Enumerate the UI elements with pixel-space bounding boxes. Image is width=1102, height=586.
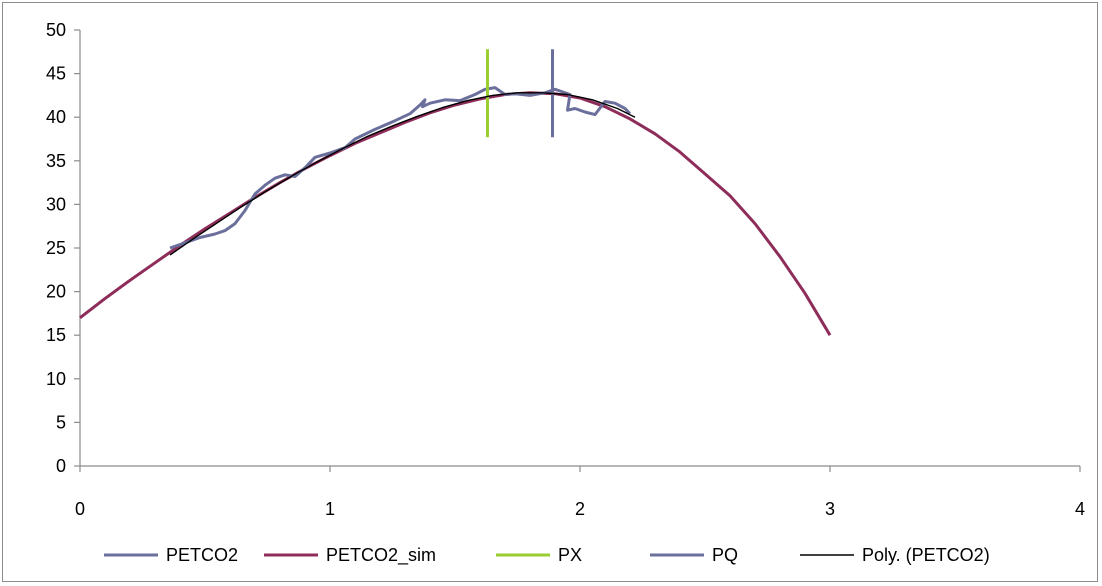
series-line-poly-petco2 (169, 92, 636, 256)
legend-label-petco2: PETCO2 (166, 545, 238, 565)
legend-label-poly-petco2: Poly. (PETCO2) (862, 545, 990, 565)
y-tick-label: 5 (56, 412, 66, 432)
y-tick-label: 0 (56, 456, 66, 476)
y-tick-label: 35 (46, 151, 66, 171)
y-tick-label: 20 (46, 282, 66, 302)
x-tick-label: 0 (75, 499, 85, 519)
y-tick-label: 45 (46, 64, 66, 84)
axes: 0 5 10 15 20 25 30 35 40 45 50 0 1 2 3 4 (46, 20, 1085, 519)
series-line-petco2 (169, 86, 632, 250)
y-tick-label: 50 (46, 20, 66, 40)
legend: PETCO2 PETCO2_sim PX PQ Poly. (PETCO2) (104, 545, 990, 566)
y-tick-label: 30 (46, 194, 66, 214)
series-layer (79, 49, 832, 336)
x-tick-label: 3 (825, 499, 835, 519)
x-tick-label: 2 (575, 499, 585, 519)
y-tick-label: 40 (46, 107, 66, 127)
x-tick-label: 1 (325, 499, 335, 519)
y-tick-label: 25 (46, 238, 66, 258)
legend-label-petco2-sim: PETCO2_sim (326, 545, 436, 566)
y-tick-label: 10 (46, 369, 66, 389)
y-tick-label: 15 (46, 325, 66, 345)
legend-label-px: PX (558, 545, 582, 565)
series-line-petco2-sim (79, 91, 832, 336)
legend-label-pq: PQ (712, 545, 738, 565)
x-tick-label: 4 (1075, 499, 1085, 519)
